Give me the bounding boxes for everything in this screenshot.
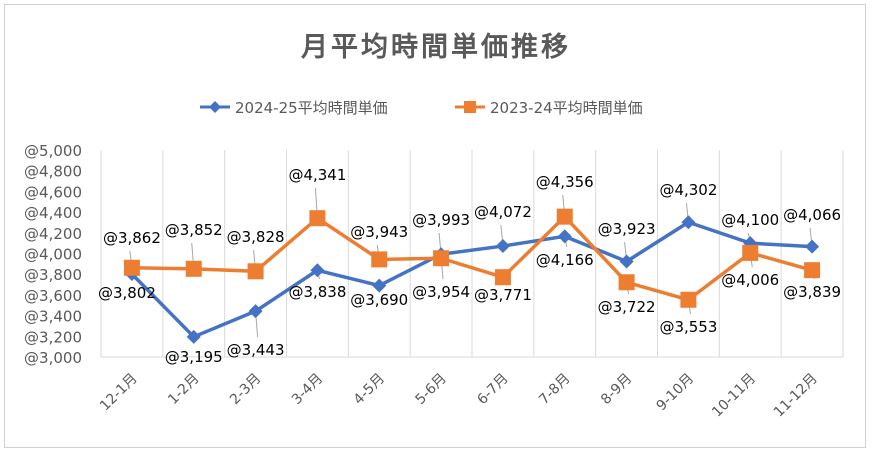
data-label: @4,166	[536, 251, 594, 269]
x-tick-label: 4-5月	[351, 371, 388, 408]
data-point-square	[371, 251, 388, 268]
x-tick-label: 8-9月	[598, 371, 635, 408]
data-label: @3,993	[412, 211, 470, 229]
data-point-diamond	[248, 304, 263, 319]
y-tick-label: @3,000	[24, 349, 82, 367]
y-tick-label: @4,400	[24, 204, 82, 222]
x-tick-label: 6-7月	[474, 371, 511, 408]
data-point-square	[680, 291, 697, 308]
y-tick-label: @4,800	[24, 163, 82, 181]
legend-label: 2023-24平均時間単価	[490, 99, 643, 117]
chart-title: 月平均時間単価推移	[300, 31, 571, 63]
data-point-square	[185, 260, 202, 277]
data-label: @4,100	[721, 211, 779, 229]
data-point-square	[309, 210, 326, 227]
x-tick-label: 10-11月	[709, 371, 759, 421]
data-label: @3,839	[783, 283, 841, 301]
data-label: @3,943	[350, 223, 408, 241]
data-point-diamond	[310, 263, 325, 278]
y-tick-label: @5,000	[24, 142, 82, 160]
y-tick-label: @3,600	[24, 287, 82, 305]
data-label: @4,341	[288, 166, 346, 184]
data-label: @3,771	[474, 286, 532, 304]
data-point-square	[618, 274, 635, 291]
x-tick-label: 2-3月	[227, 371, 264, 408]
series-line-0	[130, 220, 813, 339]
x-tick-label: 9-10月	[654, 371, 698, 415]
chart-frame	[4, 4, 866, 448]
data-label: @4,302	[659, 181, 717, 199]
y-tick-label: @4,600	[24, 183, 82, 201]
data-label: @3,443	[227, 341, 285, 359]
data-point-diamond	[372, 278, 387, 293]
data-point-square	[804, 262, 821, 279]
series-line-1	[131, 214, 813, 302]
data-label: @3,954	[412, 283, 470, 301]
data-label: @3,195	[165, 348, 223, 366]
x-tick-label: 3-4月	[289, 371, 326, 408]
data-point-square	[742, 244, 759, 261]
data-label: @4,072	[474, 203, 532, 221]
legend-square-marker	[464, 101, 476, 113]
y-tick-label: @3,400	[24, 308, 82, 326]
data-label: @4,356	[536, 173, 594, 191]
y-tick-label: @3,800	[24, 266, 82, 284]
legend-diamond-marker	[209, 101, 221, 113]
data-point-diamond	[557, 229, 572, 244]
data-point-diamond	[619, 254, 634, 269]
x-tick-label: 7-8月	[536, 371, 573, 408]
data-label: @3,690	[350, 291, 408, 309]
data-point-square	[556, 208, 573, 225]
data-point-diamond	[681, 215, 696, 230]
data-label: @4,066	[783, 206, 841, 224]
data-label: @3,852	[165, 221, 223, 239]
data-label: @3,802	[98, 284, 156, 302]
data-label: @3,828	[227, 228, 285, 246]
y-tick-label: @3,200	[24, 328, 82, 346]
y-tick-label: @4,000	[24, 246, 82, 264]
data-point-diamond	[495, 239, 510, 254]
data-label: @4,006	[721, 271, 779, 289]
data-point-square	[494, 269, 511, 286]
x-tick-label: 5-6月	[413, 371, 450, 408]
data-label: @3,862	[103, 229, 161, 247]
legend-label: 2024-25平均時間単価	[235, 99, 388, 117]
x-tick-label: 11-12月	[771, 371, 821, 421]
data-label: @3,722	[598, 298, 656, 316]
x-tick-label: 1-2月	[165, 371, 202, 408]
y-tick-label: @4,200	[24, 225, 82, 243]
data-point-square	[433, 250, 450, 267]
data-label: @3,838	[288, 283, 346, 301]
data-label: @3,923	[598, 220, 656, 238]
data-label: @3,553	[659, 318, 717, 336]
data-point-diamond	[186, 329, 201, 344]
x-tick-label: 12-1月	[97, 371, 141, 415]
data-point-square	[247, 263, 264, 280]
data-point-diamond	[805, 239, 820, 254]
data-point-square	[123, 259, 140, 276]
